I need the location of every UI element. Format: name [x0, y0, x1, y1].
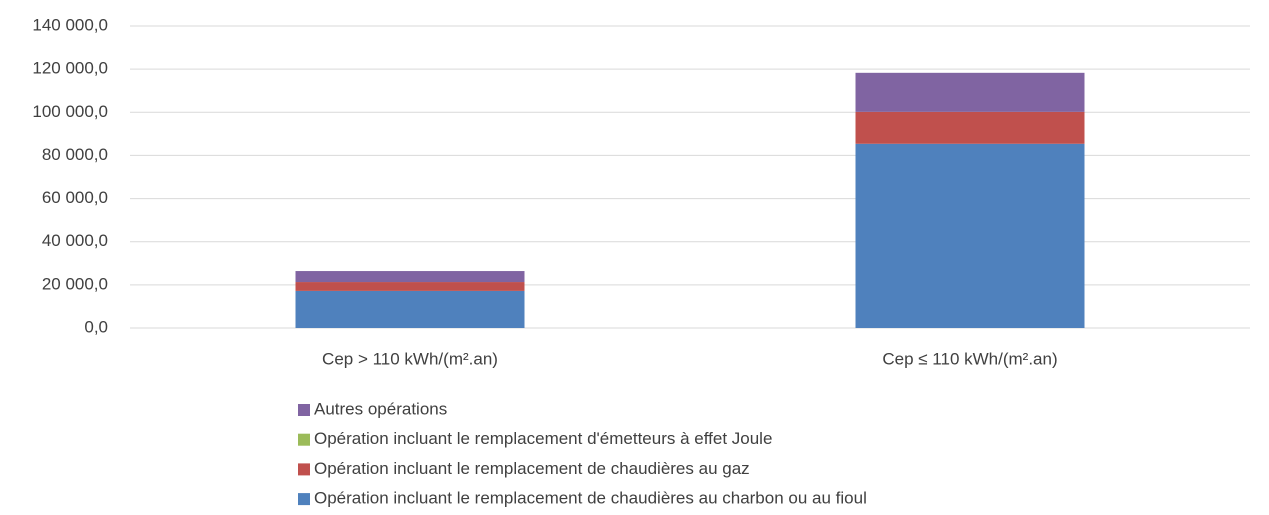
legend-label: Autres opérations	[314, 399, 447, 418]
y-tick-label: 80 000,0	[42, 145, 108, 164]
bar-segment	[855, 111, 1085, 144]
legend-label: Opération incluant le remplacement de ch…	[314, 489, 867, 508]
y-tick-label: 40 000,0	[42, 231, 108, 250]
y-tick-label: 140 000,0	[32, 15, 108, 34]
y-tick-label: 20 000,0	[42, 274, 108, 293]
bar-segment	[295, 290, 525, 328]
bar-segment	[855, 72, 1085, 112]
y-tick-label: 60 000,0	[42, 188, 108, 207]
legend-label: Opération incluant le remplacement de ch…	[314, 459, 750, 478]
y-tick-label: 100 000,0	[32, 102, 108, 121]
bar-segment	[295, 271, 525, 283]
bar-segment	[295, 282, 525, 291]
legend-swatch	[298, 493, 310, 506]
legend-swatch	[298, 463, 310, 476]
legend-swatch	[298, 433, 310, 446]
y-tick-label: 120 000,0	[32, 59, 108, 78]
x-tick-label: Cep > 110 kWh/(m².an)	[322, 349, 498, 368]
y-tick-label: 0,0	[84, 317, 108, 336]
bar-segment	[855, 143, 1085, 328]
legend-swatch	[298, 404, 310, 416]
legend-label: Opération incluant le remplacement d'éme…	[314, 429, 772, 448]
x-tick-label: Cep ≤ 110 kWh/(m².an)	[882, 349, 1057, 368]
